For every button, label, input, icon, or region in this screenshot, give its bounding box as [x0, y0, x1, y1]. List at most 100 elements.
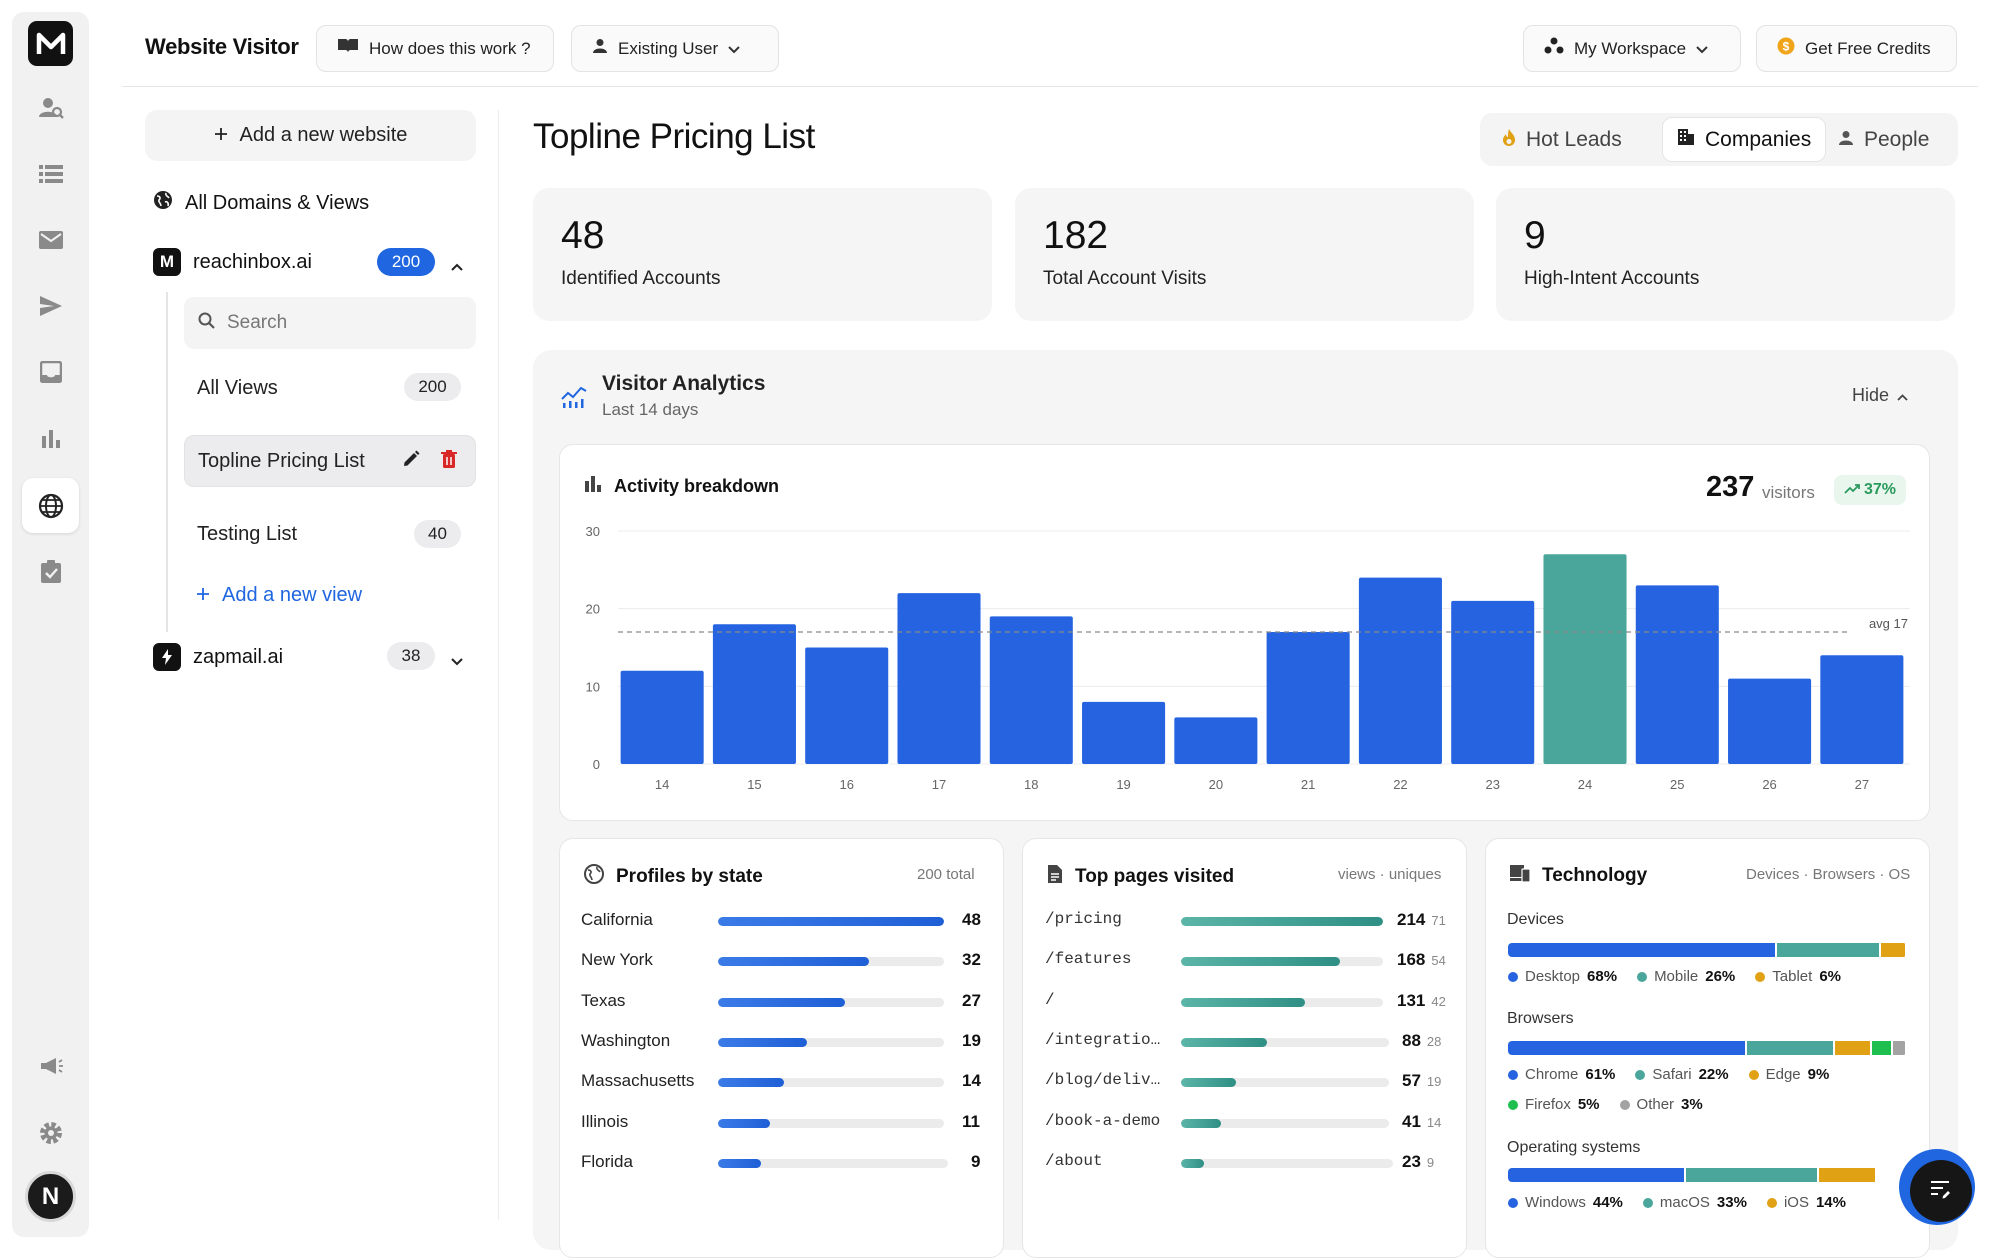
activity-bar[interactable]	[1266, 631, 1350, 764]
x-tick-label: 21	[1301, 777, 1315, 792]
x-tick-label: 18	[1024, 777, 1038, 792]
page-bar-fill	[1181, 1158, 1204, 1168]
page-views: 23	[1402, 1151, 1421, 1171]
rail-globe-icon[interactable]	[22, 478, 79, 533]
rail-settings-gear-icon[interactable]	[22, 1105, 79, 1160]
page-bar-fill	[1181, 957, 1340, 967]
tab-people[interactable]: People	[1824, 117, 1943, 162]
activity-bar[interactable]	[1728, 678, 1812, 764]
legend-label: Other	[1636, 1096, 1675, 1113]
x-tick-label: 15	[747, 777, 761, 792]
legend-dot	[1755, 971, 1766, 982]
trend-value: 37%	[1864, 481, 1897, 498]
views-search-input[interactable]	[227, 312, 447, 334]
views-search[interactable]	[184, 297, 476, 349]
chevron-up-icon[interactable]	[451, 258, 463, 276]
rail-inbox-icon[interactable]	[22, 344, 79, 399]
domain-zapmail[interactable]: zapmail.ai	[153, 643, 283, 671]
activity-bar[interactable]	[1082, 701, 1166, 764]
legend-percent: 9%	[1807, 1066, 1830, 1083]
activity-bar[interactable]	[1358, 577, 1442, 764]
page-uniques: 71	[1431, 913, 1446, 928]
page-value: 23 9	[1402, 1152, 1434, 1172]
legend-dot	[1619, 1099, 1630, 1110]
chevron-down-icon[interactable]	[451, 653, 463, 671]
analytics-subtitle: Last 14 days	[602, 400, 699, 419]
all-domains-link[interactable]: All Domains & Views	[153, 190, 369, 216]
workspace-label: My Workspace	[1574, 38, 1687, 58]
tech-bar-segment	[1777, 943, 1880, 957]
app-logo[interactable]	[28, 21, 73, 66]
state-value: 32	[962, 950, 981, 970]
tech-bar-segment	[1871, 1041, 1892, 1055]
legend-percent: 22%	[1698, 1066, 1729, 1083]
page-bar-track	[1181, 997, 1383, 1007]
x-tick-label: 27	[1855, 777, 1869, 792]
view-topline-pricing-list[interactable]: Topline Pricing List	[184, 435, 476, 487]
activity-bar[interactable]	[897, 593, 981, 764]
rail-users-search-icon[interactable]	[22, 80, 79, 135]
activity-bar[interactable]	[989, 616, 1073, 764]
existing-user-dropdown[interactable]: Existing User	[571, 25, 779, 72]
rail-megaphone-icon[interactable]	[22, 1038, 79, 1093]
how-it-works-button[interactable]: How does this work ?	[316, 25, 554, 72]
legend-label: Windows	[1525, 1194, 1586, 1211]
activity-bar[interactable]	[805, 647, 889, 765]
activity-bar[interactable]	[620, 670, 704, 764]
view-count-badge: 40	[414, 520, 461, 548]
rail-analytics-icon[interactable]	[22, 410, 79, 465]
legend-dot	[1766, 1197, 1777, 1208]
activity-bar[interactable]	[1451, 600, 1535, 764]
kpi-value: 182	[1043, 214, 1109, 257]
rail-list-icon[interactable]	[22, 146, 79, 201]
view-testing-list[interactable]: Testing List	[184, 508, 476, 560]
rail-send-icon[interactable]	[22, 278, 79, 333]
globe-icon	[584, 864, 604, 890]
trend-badge: 37%	[1834, 475, 1907, 505]
domain-reachinbox[interactable]: M reachinbox.ai	[153, 248, 312, 276]
rail-mail-icon[interactable]	[22, 212, 79, 267]
tech-legend-row: Firefox 5% Other 3%	[1508, 1096, 1703, 1113]
get-free-credits-button[interactable]: $ Get Free Credits	[1756, 25, 1957, 72]
workspace-dropdown[interactable]: My Workspace	[1523, 25, 1741, 72]
tech-legend-item: Mobile 26%	[1637, 968, 1735, 985]
activity-title-row: Activity breakdown	[585, 476, 779, 497]
get-free-credits-label: Get Free Credits	[1805, 38, 1931, 58]
add-website-button[interactable]: Add a new website	[145, 110, 476, 161]
domain-name: reachinbox.ai	[193, 250, 312, 273]
x-tick-label: 14	[655, 777, 669, 792]
view-all-views[interactable]: All Views	[184, 362, 476, 414]
plus-icon	[196, 584, 210, 607]
plus-icon	[214, 124, 228, 147]
kpi-total-account-visits: 182 Total Account Visits	[1015, 188, 1474, 321]
activity-bar[interactable]	[1635, 585, 1719, 764]
activity-bar[interactable]	[1174, 717, 1258, 764]
page-views: 88	[1402, 1030, 1421, 1050]
activity-bar[interactable]	[1543, 554, 1627, 764]
page-bar-fill	[1181, 1118, 1221, 1128]
tab-hot-leads[interactable]: Hot Leads	[1488, 117, 1636, 162]
legend-percent: 68%	[1587, 968, 1618, 985]
tab-companies[interactable]: Companies	[1662, 117, 1827, 162]
person-icon	[1838, 128, 1854, 152]
rail-clipboard-check-icon[interactable]	[22, 544, 79, 599]
chevron-up-icon	[1897, 385, 1908, 406]
user-avatar[interactable]: N	[25, 1171, 76, 1222]
entity-tabs: Hot Leads Companies People	[1480, 113, 1958, 166]
state-label: Massachusetts	[581, 1071, 695, 1091]
legend-percent: 6%	[1819, 968, 1841, 985]
domain-logo: M	[153, 248, 181, 276]
delete-trash-icon[interactable]	[441, 450, 457, 473]
state-bar-track	[718, 1078, 944, 1088]
activity-bar[interactable]	[1820, 655, 1904, 764]
add-view-button[interactable]: Add a new view	[196, 584, 362, 607]
y-tick-label: 20	[586, 602, 600, 617]
activity-bar[interactable]	[712, 624, 796, 764]
tech-stacked-bar	[1508, 943, 1907, 957]
hide-analytics-button[interactable]: Hide	[1852, 385, 1908, 406]
filter-menu-fab[interactable]	[1910, 1160, 1972, 1222]
page-value: 214 71	[1397, 910, 1446, 930]
edit-pencil-icon[interactable]	[402, 450, 420, 473]
page-value: 88 28	[1402, 1031, 1441, 1051]
tech-legend-item: Other 3%	[1619, 1096, 1703, 1113]
